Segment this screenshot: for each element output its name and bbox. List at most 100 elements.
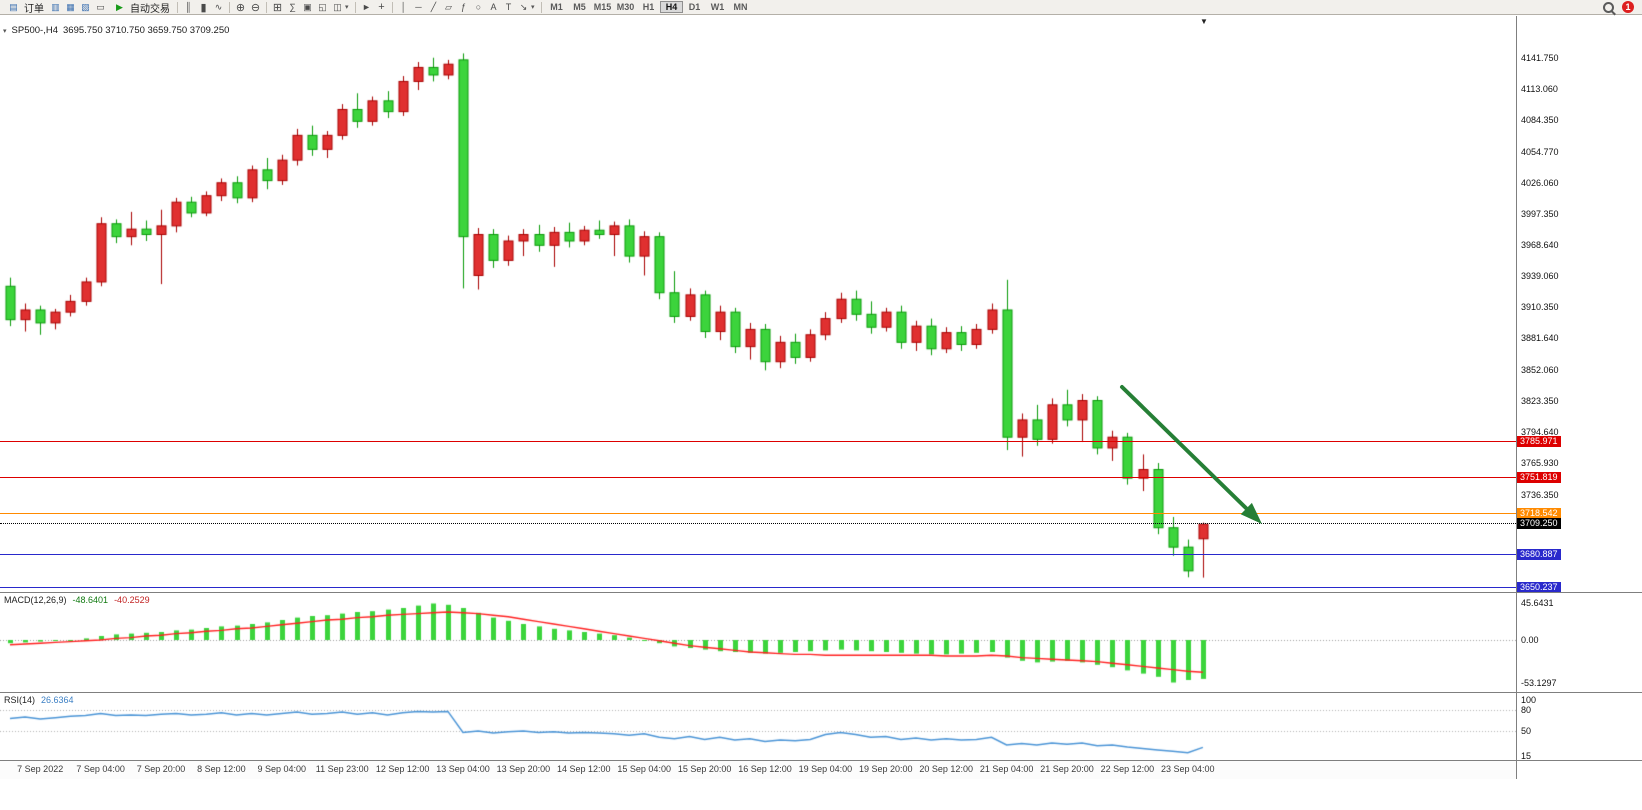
timeframe-button-d1[interactable]: D1 <box>688 2 701 12</box>
price-scale-label: 3997.350 <box>1521 208 1559 219</box>
tile-windows-icon[interactable]: ▣ <box>303 1 312 12</box>
timeframe-button-m15[interactable]: M15 <box>593 2 612 12</box>
price-scale-label: 4113.060 <box>1521 83 1558 94</box>
price-scale-label: 3968.640 <box>1521 239 1559 250</box>
time-label: 8 Sep 12:00 <box>197 764 246 774</box>
zoom-in-icon[interactable]: ⊕ <box>235 1 246 14</box>
time-label: 22 Sep 12:00 <box>1100 764 1155 774</box>
timeframe-button-m5[interactable]: M5 <box>573 2 586 12</box>
time-label: 20 Sep 12:00 <box>919 764 973 774</box>
macd-scale-label: 45.6431 <box>1521 598 1554 609</box>
chart-menu-icon[interactable]: ▾ <box>3 27 7 35</box>
timeframe-button-w1[interactable]: W1 <box>710 2 725 12</box>
time-label: 11 Sep 23:00 <box>315 764 369 774</box>
price-level-tag: 3785.971 <box>1517 436 1561 447</box>
crosshair-icon[interactable]: + <box>378 1 385 13</box>
price-scale-label: 3823.350 <box>1521 396 1559 407</box>
price-scale-label: 3881.640 <box>1521 333 1559 344</box>
timeframe-button-m1[interactable]: M1 <box>550 2 563 12</box>
indicators-icon[interactable]: ∑ <box>289 2 296 12</box>
fibonacci-icon[interactable]: ƒ <box>460 2 466 12</box>
price-scale-label: 3852.060 <box>1521 365 1559 376</box>
time-axis[interactable]: 7 Sep 2022 7 Sep 04:00 7 Sep 20:00 8 Sep 12… <box>0 761 1516 779</box>
cascade-windows-icon[interactable]: ◱ <box>318 1 327 12</box>
vertical-line-icon[interactable]: │ <box>400 2 407 12</box>
time-label: 7 Sep 20:00 <box>136 764 186 774</box>
notification-badge[interactable]: 1 <box>1622 1 1634 13</box>
chart-title: ▾ SP500-,H4 3695.750 3710.750 3659.750 3… <box>3 25 229 36</box>
time-label: 15 Sep 20:00 <box>677 764 732 774</box>
new-order-button[interactable]: ▤ 订单 <box>2 1 48 15</box>
toolbar-separator <box>392 1 393 13</box>
price-level-tag: 3709.250 <box>1517 518 1561 529</box>
grid-icon[interactable]: ⊞ <box>272 1 283 14</box>
auto-trading-button[interactable]: ▶ 自动交易 <box>108 1 174 15</box>
market-watch-icon[interactable]: ▥ <box>51 1 60 12</box>
time-label: 21 Sep 20:00 <box>1040 764 1094 774</box>
macd-scale-label: 0.00 <box>1521 635 1539 645</box>
time-label: 19 Sep 20:00 <box>859 764 913 774</box>
price-scale-label: 3736.350 <box>1521 490 1559 501</box>
toolbar: ▤ 订单 ▥ ▦ ▧ ▭ ▶ 自动交易 ║ ▮ ∿ ⊕ ⊖ ⊞ ∑ ▣ ◱ ◫ … <box>0 0 1642 15</box>
timeframe-group: M1 M5 M15 M30 H1 H4 D1 W1 MN <box>545 1 752 13</box>
time-label: 7 Sep 04:00 <box>76 764 125 774</box>
time-label: 19 Sep 04:00 <box>798 764 853 774</box>
panel-splitter[interactable] <box>0 592 1642 593</box>
new-chart-caret-icon[interactable]: ▾ <box>345 4 349 11</box>
price-level-tag: 3751.819 <box>1517 472 1561 483</box>
rsi-indicator-chart[interactable] <box>0 693 1516 759</box>
symbol-period: SP500-,H4 <box>11 25 58 36</box>
search-icon[interactable] <box>1603 1 1614 13</box>
price-scale-label: 3794.640 <box>1521 427 1559 438</box>
navigator-icon[interactable]: ▧ <box>81 1 90 12</box>
price-scale-label: 4141.750 <box>1521 53 1559 63</box>
price-level-tag: 3680.887 <box>1517 549 1561 560</box>
rsi-value: 26.6364 <box>41 695 74 705</box>
channel-icon[interactable]: ▱ <box>445 1 452 12</box>
order-ticket-icon: ▤ <box>9 1 18 12</box>
time-label: 21 Sep 04:00 <box>979 764 1034 774</box>
terminal-icon[interactable]: ▭ <box>96 1 105 12</box>
trendline-icon[interactable]: ╱ <box>430 1 437 12</box>
arrows-tool-icon[interactable]: ↘ <box>519 1 528 12</box>
price-scale-label: 3939.060 <box>1521 271 1559 282</box>
cursor-icon[interactable]: ► <box>362 2 371 12</box>
macd-indicator-chart[interactable] <box>0 593 1516 691</box>
rsi-scale-label: 15 <box>1521 750 1532 761</box>
new-chart-icon[interactable]: ◫ <box>333 1 342 12</box>
candlestick-chart-icon[interactable]: ▮ <box>200 1 207 14</box>
zoom-out-icon[interactable]: ⊖ <box>250 1 261 14</box>
ellipse-icon[interactable]: ○ <box>475 2 482 12</box>
timeframe-button-m30[interactable]: M30 <box>616 2 635 12</box>
new-order-label: 订单 <box>24 3 44 15</box>
price-scale-label: 4054.770 <box>1521 146 1559 157</box>
price-level-tag: 3718.542 <box>1517 508 1561 519</box>
panel-splitter[interactable] <box>0 692 1642 693</box>
toolbar-separator <box>266 1 267 13</box>
panel-splitter[interactable] <box>0 760 1642 761</box>
toolbar-separator <box>229 1 230 13</box>
chart-shift-marker[interactable]: ▼ <box>1200 17 1208 26</box>
time-label: 13 Sep 20:00 <box>496 764 551 774</box>
candlestick-chart[interactable] <box>0 16 1516 592</box>
time-label: 16 Sep 12:00 <box>738 764 792 774</box>
arrows-caret-icon[interactable]: ▾ <box>531 4 535 11</box>
auto-trading-label: 自动交易 <box>130 3 170 15</box>
timeframe-button-h1[interactable]: H1 <box>642 2 655 12</box>
horizontal-line-icon[interactable]: ─ <box>415 2 422 12</box>
price-scale-separator <box>1516 16 1517 779</box>
price-scale-label: 3765.930 <box>1521 458 1559 469</box>
time-label: 12 Sep 12:00 <box>375 764 430 774</box>
ohlc-values: 3695.750 3710.750 3659.750 3709.250 <box>63 25 230 36</box>
bar-chart-icon[interactable]: ║ <box>185 2 192 12</box>
timeframe-button-mn[interactable]: MN <box>733 2 748 12</box>
rsi-scale-label: 80 <box>1521 705 1532 715</box>
time-label: 7 Sep 2022 <box>17 764 64 774</box>
timeframe-button-h4[interactable]: H4 <box>660 1 683 13</box>
line-chart-icon[interactable]: ∿ <box>214 1 223 12</box>
label-icon[interactable]: T <box>505 2 512 12</box>
data-window-icon[interactable]: ▦ <box>66 1 75 12</box>
text-icon[interactable]: A <box>490 2 497 12</box>
macd-name: MACD(12,26,9) <box>4 595 67 605</box>
